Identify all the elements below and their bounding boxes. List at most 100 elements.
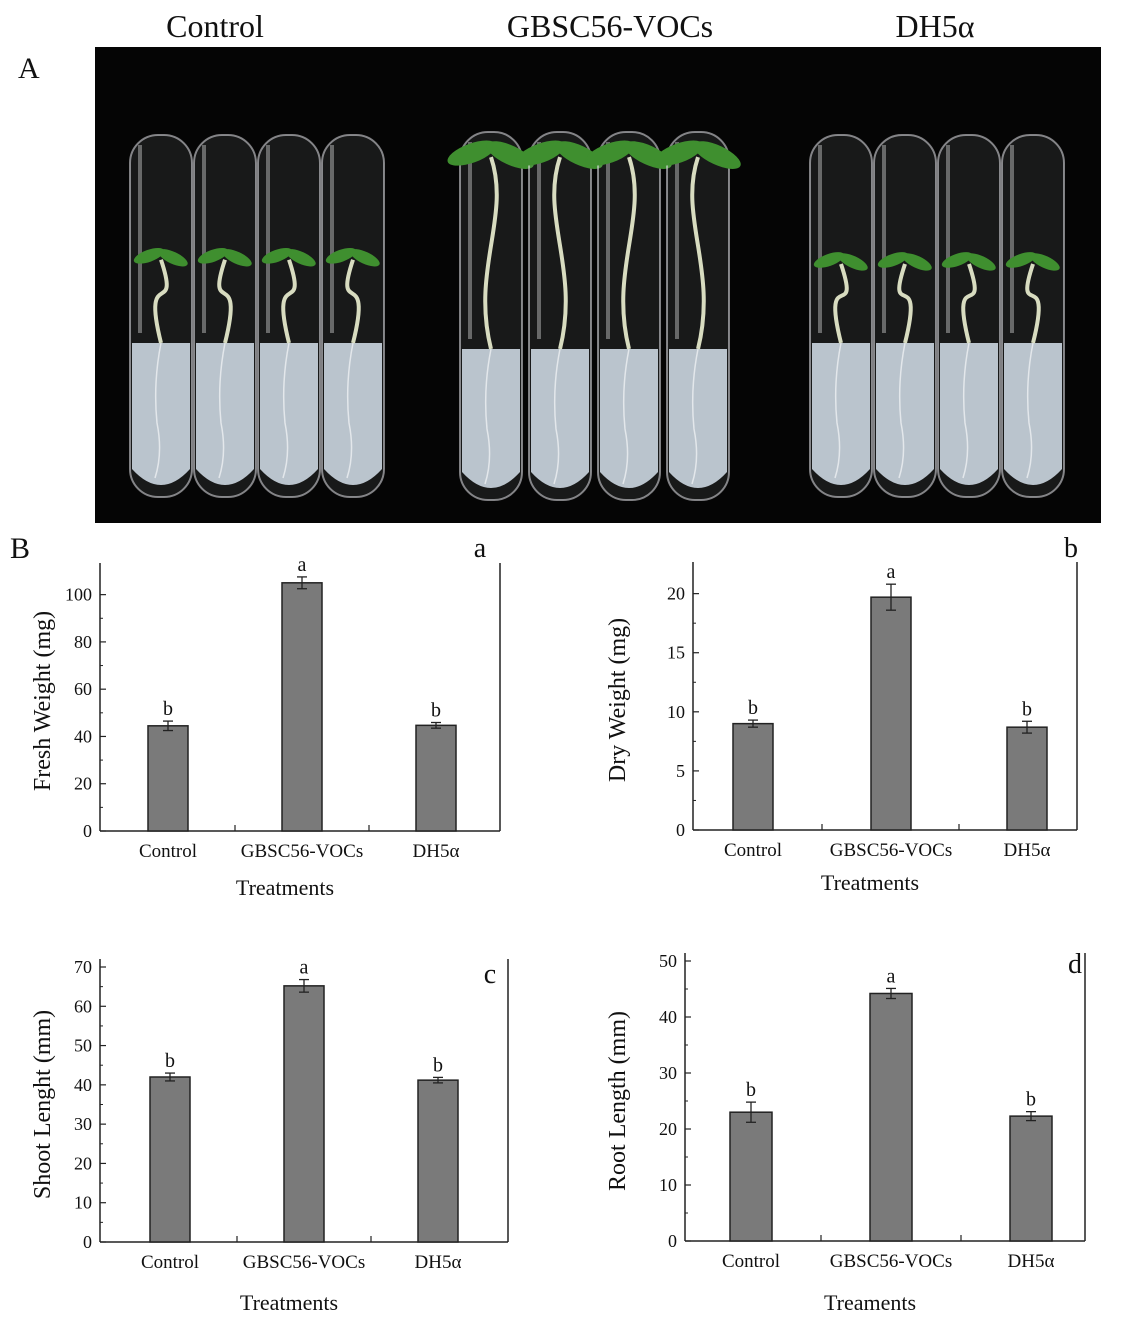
panel-letter: a xyxy=(474,533,487,564)
category-label: Control xyxy=(139,841,197,862)
panel-label-b: B xyxy=(10,532,31,565)
y-tick-label: 40 xyxy=(659,1007,677,1027)
y-tick-label: 0 xyxy=(83,821,92,841)
test-tube xyxy=(447,131,534,501)
test-tube xyxy=(193,134,257,498)
category-label: DH5α xyxy=(415,1252,462,1273)
header-gbsc56: GBSC56-VOCs xyxy=(506,8,714,44)
y-tick-label: 60 xyxy=(74,996,92,1016)
seedling-stem xyxy=(621,156,637,350)
significance-letter: a xyxy=(887,965,896,987)
seedling-leaf xyxy=(966,253,996,271)
test-tube xyxy=(585,131,672,501)
test-tube xyxy=(654,131,741,501)
bar xyxy=(870,596,912,831)
seedling-root xyxy=(346,342,354,479)
bar xyxy=(729,1111,773,1242)
y-tick-label: 60 xyxy=(74,679,92,699)
seedling-leaf xyxy=(1005,252,1037,268)
bar xyxy=(281,582,323,832)
y-tick-label: 0 xyxy=(668,1231,677,1251)
y-tick-label: 20 xyxy=(667,584,685,604)
y-tick-label: 20 xyxy=(659,1119,677,1139)
significance-letter: b xyxy=(165,1050,175,1072)
header-dh5a: DH5α xyxy=(895,8,975,44)
seedling-leaf xyxy=(286,249,316,267)
y-axis-label: Root Length (mm) xyxy=(605,1011,631,1191)
y-tick-label: 40 xyxy=(74,1075,92,1095)
significance-letter: a xyxy=(298,554,307,576)
significance-letter: b xyxy=(163,698,173,720)
y-tick-label: 30 xyxy=(74,1114,92,1134)
seedling-root xyxy=(218,342,226,479)
seedling-leaf xyxy=(693,141,741,169)
significance-letter: a xyxy=(887,561,896,583)
seedling-root xyxy=(834,342,842,479)
significance-letter: b xyxy=(431,700,441,722)
seedling-leaf xyxy=(516,140,566,166)
seedling-root xyxy=(898,342,906,479)
y-tick-label: 0 xyxy=(83,1232,92,1252)
seedling-leaf xyxy=(133,247,165,264)
seedling-stem xyxy=(483,156,499,350)
seedling-stem xyxy=(345,259,361,344)
seedling-leaf xyxy=(877,252,909,268)
significance-letter: b xyxy=(1026,1089,1036,1111)
y-tick-label: 20 xyxy=(74,774,92,794)
chart-root-length: 0 10 20 30 40 50 b Control a GBSC56-VOCs b DH5α Trea… xyxy=(605,949,1086,1315)
y-tick-label: 0 xyxy=(676,820,685,840)
x-axis-label: Treaments xyxy=(824,1290,916,1315)
agar-medium xyxy=(462,349,520,488)
seedling-root xyxy=(962,342,970,479)
chart-shoot-length: 0 10 20 30 40 50 60 70 b Control a GBSC56-VOCs b DH5α… xyxy=(30,957,509,1315)
seedling-leaf xyxy=(222,249,252,267)
seedling-leaf xyxy=(325,247,357,264)
test-tube xyxy=(809,134,873,498)
y-tick-label: 80 xyxy=(74,632,92,652)
seedling-root xyxy=(622,348,630,485)
agar-medium xyxy=(324,343,382,485)
seedling-leaf xyxy=(813,252,845,268)
bar xyxy=(732,722,774,831)
y-tick-label: 20 xyxy=(74,1153,92,1173)
seedling-stem xyxy=(552,156,568,350)
category-label: DH5α xyxy=(1004,840,1051,861)
y-tick-label: 50 xyxy=(659,951,677,971)
y-tick-label: 15 xyxy=(667,643,685,663)
seedling-stem xyxy=(153,259,169,344)
bar xyxy=(1009,1115,1053,1242)
y-tick-label: 50 xyxy=(74,1036,92,1056)
seedling-leaf xyxy=(585,140,635,166)
tube-group-1 xyxy=(447,131,741,501)
seedling-leaf xyxy=(838,253,868,271)
panel-label-a: A xyxy=(18,52,40,85)
bar xyxy=(1006,726,1048,831)
agar-medium xyxy=(669,349,727,488)
significance-letter: a xyxy=(300,957,309,979)
y-tick-label: 10 xyxy=(667,702,685,722)
category-label: DH5α xyxy=(1008,1251,1055,1272)
panel-letter: d xyxy=(1068,949,1082,980)
significance-letter: b xyxy=(1022,698,1032,720)
seedling-leaf xyxy=(447,140,497,166)
significance-letter: b xyxy=(433,1054,443,1076)
test-tube xyxy=(257,134,321,498)
y-axis-label: Fresh Weight (mg) xyxy=(30,611,56,791)
agar-medium xyxy=(196,343,254,485)
y-tick-label: 10 xyxy=(659,1175,677,1195)
test-tube xyxy=(321,134,385,498)
agar-medium xyxy=(1004,343,1062,485)
agar-medium xyxy=(132,343,190,485)
seedling-leaf xyxy=(350,249,380,267)
category-label: DH5α xyxy=(413,841,460,862)
header-control: Control xyxy=(166,8,264,44)
seedling-leaf xyxy=(261,247,293,264)
test-tube xyxy=(129,134,193,498)
seedling-root xyxy=(691,348,699,485)
y-tick-label: 30 xyxy=(659,1063,677,1083)
category-label: Control xyxy=(722,1251,780,1272)
agar-medium xyxy=(940,343,998,485)
panel-letter: b xyxy=(1064,533,1078,564)
seedling-leaf xyxy=(158,249,188,267)
seedling-root xyxy=(553,348,561,485)
